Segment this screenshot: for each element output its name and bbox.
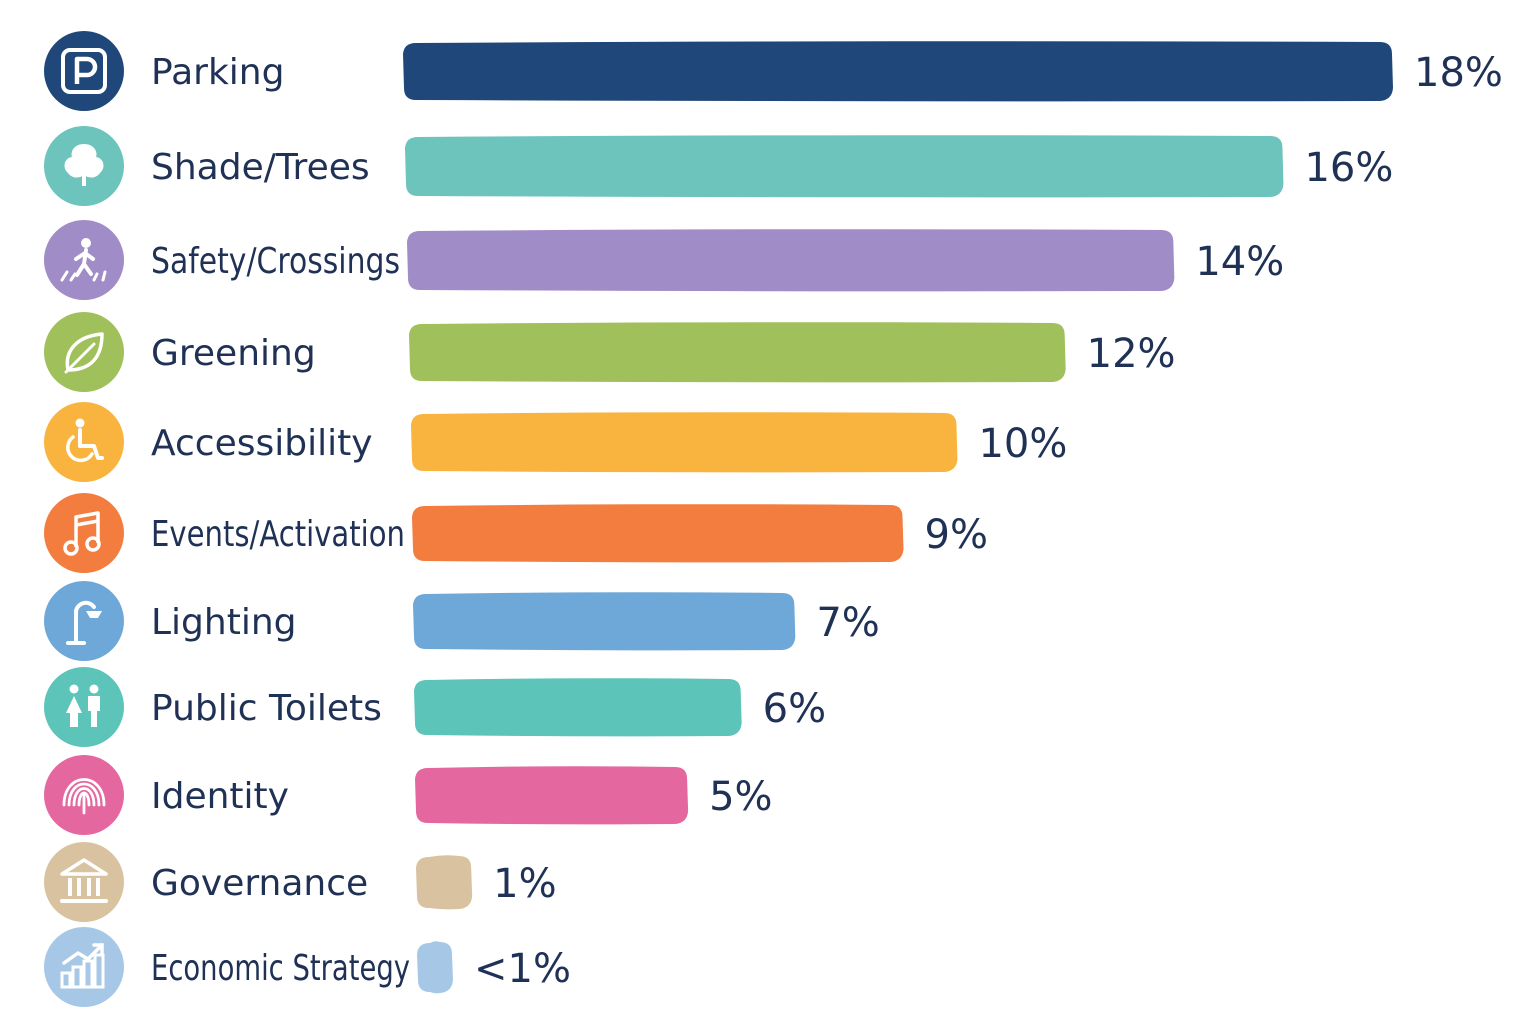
category-label: Lighting (151, 602, 297, 643)
category-icon-badge (44, 402, 124, 482)
bar (413, 592, 796, 651)
value-label: 16% (1304, 145, 1393, 191)
bar (415, 766, 689, 825)
bar (416, 855, 473, 910)
bar (405, 135, 1284, 198)
value-label: 18% (1414, 50, 1503, 96)
music-note-icon (63, 511, 101, 556)
category-label: Identity (151, 776, 289, 817)
category-icon-badge (44, 581, 124, 661)
value-label: 9% (925, 512, 988, 558)
category-icon-badge (44, 842, 124, 922)
value-label: 1% (493, 861, 556, 907)
bar (403, 41, 1393, 102)
category-label: Events/Activation (151, 514, 405, 555)
restroom-icon (66, 684, 100, 727)
category-icon-badge (44, 493, 124, 573)
category-label: Economic Strategy (151, 948, 410, 989)
category-icon-badge (44, 31, 124, 111)
government-building-icon (60, 858, 108, 903)
category-label: Greening (151, 333, 316, 374)
fingerprint-icon (62, 778, 106, 815)
bar (407, 229, 1175, 292)
value-label: 6% (763, 686, 826, 732)
parking-icon (61, 48, 107, 94)
category-label: Safety/Crossings (151, 241, 400, 282)
value-label: 7% (816, 600, 879, 646)
value-label: <1% (474, 946, 571, 992)
category-label: Accessibility (151, 423, 373, 464)
pedestrian-crossing-icon (60, 238, 107, 282)
category-label: Governance (151, 863, 368, 904)
category-label: Public Toilets (151, 688, 382, 729)
category-icon-badge (44, 667, 124, 747)
category-label: Shade/Trees (151, 147, 370, 188)
value-label: 12% (1087, 331, 1176, 377)
bar (409, 322, 1066, 383)
value-label: 14% (1195, 239, 1284, 285)
category-label: Parking (151, 52, 284, 93)
value-label: 10% (978, 421, 1067, 467)
value-label: 5% (709, 774, 772, 820)
wheelchair-icon (66, 418, 104, 463)
bar (414, 678, 742, 737)
bar (411, 412, 958, 473)
bar (412, 504, 904, 563)
bar (417, 941, 453, 994)
street-lamp-icon (66, 600, 102, 645)
growth-chart-icon (60, 943, 105, 989)
leaf-icon (64, 332, 104, 374)
tree-icon (64, 144, 104, 186)
